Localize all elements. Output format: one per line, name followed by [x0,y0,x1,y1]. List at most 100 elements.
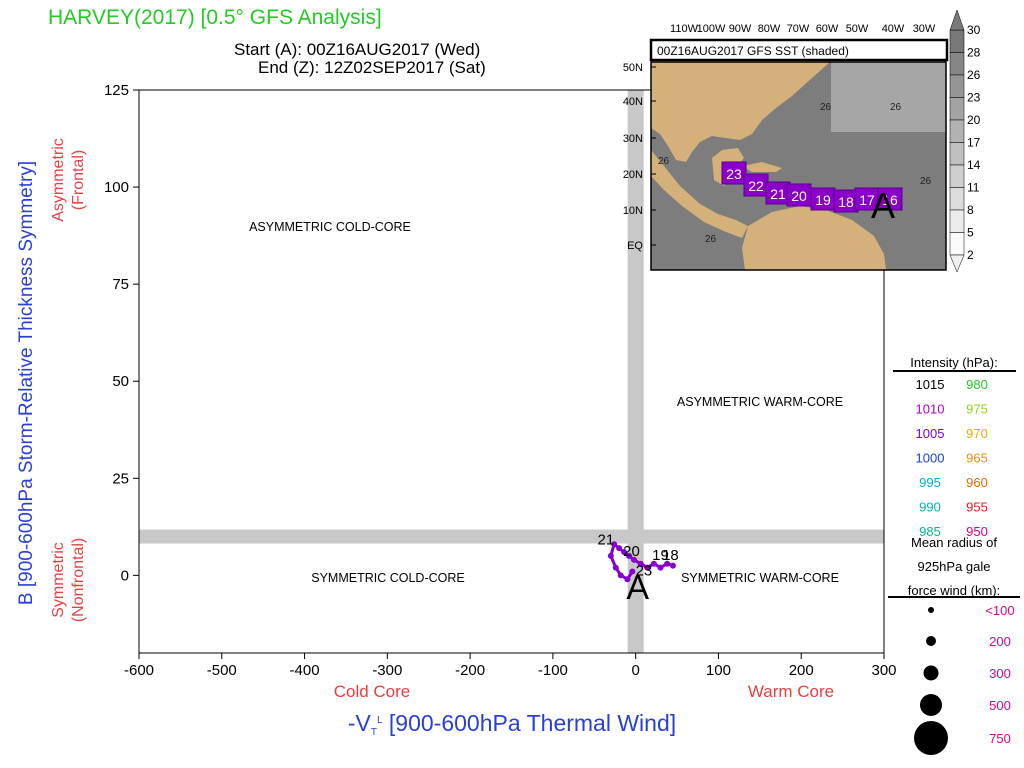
track-day-label: 20 [623,543,640,560]
track-point [657,564,664,571]
intensity-legend-value: 970 [966,426,988,441]
x-tick-label: -100 [538,662,568,679]
inset-land-central-america [651,150,748,238]
inset-lon-label: 80W [758,23,781,35]
inset-land-cuba [742,162,782,172]
inset-title: 00Z16AUG2017 GFS SST (shaded) [657,44,849,58]
size-legend-title-line: 925hPa gale [917,559,990,574]
colorbar-tick-label: 8 [967,203,974,217]
colorbar-segment [949,232,965,256]
colorbar-tick-label: 17 [967,136,981,150]
y-side-label-top-2: (Frontal) [70,150,87,210]
track-day-label: 19 [652,547,669,564]
zero-vt-band [627,90,644,653]
start-time-label: Start (A): 00Z16AUG2017 (Wed) [234,40,481,59]
intensity-legend-value: 980 [966,377,988,392]
quadrant-label-asymmetric-warm: ASYMMETRIC WARM-CORE [677,395,843,409]
size-legend-value: 750 [989,731,1011,746]
track-line [609,542,674,581]
colorbar-segment [949,29,965,53]
colorbar-segment [949,209,965,233]
size-legend-value: 300 [989,666,1011,681]
colorbar-segment [949,119,965,143]
y-tick-label: 25 [112,470,129,487]
colorbar-tick-label: 5 [967,226,974,240]
size-legend-value: 500 [989,698,1011,713]
intensity-legend-value: 960 [966,475,988,490]
intensity-legend-value: 975 [966,402,988,417]
track-point [611,541,618,548]
size-legend-value: 200 [989,634,1011,649]
y-side-label-bottom-2: (Nonfrontal) [70,538,87,622]
y-side-label-top-1: Asymmetric [50,138,67,222]
track-point [607,552,614,559]
inset-lon-label: 110W [670,23,699,35]
colorbar-tick-label: 11 [967,181,980,195]
intensity-legend-title: Intensity (hPa): [910,355,997,370]
inset-lat-label: 10N [623,205,643,217]
colorbar-segment [949,74,965,98]
inset-track-label: 19 [815,192,831,208]
colorbar-bottom-arrow [949,254,965,273]
intensity-legend-value: 950 [966,524,988,539]
x-tick-label: -600 [124,662,154,679]
quadrant-label-symmetric-cold: SYMMETRIC COLD-CORE [311,571,464,585]
size-legend-circle [928,607,934,613]
track-point [637,560,644,567]
track-point [612,564,619,571]
track-point [629,568,636,575]
inset-sst-contour-label: 26 [920,176,932,187]
y-side-label-bottom-1: Symmetric [50,542,67,618]
colorbar-tick-label: 30 [967,23,981,37]
colorbar-tick-label: 14 [967,158,981,172]
colorbar-segment [949,97,965,121]
track-day-label: 21 [598,531,615,548]
x-tick-label: 0 [631,662,639,679]
inset-sst-contour-label: 26 [890,102,902,113]
intensity-legend-value: 1015 [916,377,945,392]
inset-sst-contour-label: 26 [820,102,832,113]
track-day-label: 23 [636,562,653,579]
track-point [617,572,624,579]
inset-track-label: 22 [748,178,764,194]
colorbar-tick-label: 2 [967,248,974,262]
intensity-legend-value: 1000 [916,451,945,466]
track-point [631,556,638,563]
inset-lon-label: 30W [913,23,936,35]
track-point [664,560,671,567]
y-axis-label: B [900-600hPa Storm-Relative Thickness S… [16,161,37,605]
quadrant-label-asymmetric-cold: ASYMMETRIC COLD-CORE [249,220,411,234]
inset-lat-label: 20N [623,169,643,181]
inset-lon-label: 90W [729,23,752,35]
end-time-label: End (Z): 12Z02SEP2017 (Sat) [258,58,486,77]
track-point [624,576,631,583]
colorbar-segment [949,52,965,76]
x-tick-label: -400 [290,662,320,679]
inset-track-label: 21 [770,186,786,202]
inset-track-box [877,187,903,211]
intensity-legend-value: 965 [966,451,988,466]
colorbar-tick-label: 20 [967,113,981,127]
quadrant-label-symmetric-warm: SYMMETRIC WARM-CORE [681,571,839,585]
size-legend-circle [923,665,939,681]
colorbar-tick-label: 26 [967,68,981,82]
colorbar-top-arrow [949,9,965,31]
inset-track-label: 20 [791,188,807,204]
track-day-label: 18 [662,547,679,564]
colorbar-segment [949,164,965,188]
y-tick-label: 125 [104,82,129,99]
size-legend-title-line: force wind (km): [908,583,1000,598]
intensity-legend-value: 1005 [916,426,945,441]
plot-frame [138,89,885,654]
inset-lon-label: 50W [846,23,869,35]
intensity-legend-value: 955 [966,500,988,515]
inset-track-box [721,161,747,185]
colorbar-segment [949,142,965,166]
inset-cool-sst-region [831,62,946,132]
inset-title-box [649,38,949,62]
x-axis-label: -VTL [900-600hPa Thermal Wind] [348,710,676,738]
inset-track-label: 17 [859,192,875,208]
track-point [626,552,633,559]
inset-land-north-america [651,62,830,162]
